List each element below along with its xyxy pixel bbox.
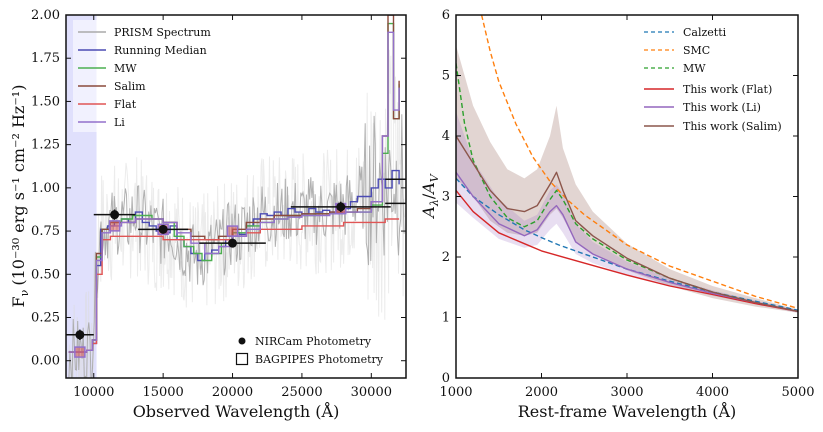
nircam-point-1 bbox=[110, 210, 120, 220]
photometry-legend: NIRCam Photometry BAGPIPES Photometry bbox=[235, 335, 384, 366]
right-ytick-label-0: 0 bbox=[442, 371, 450, 386]
left-legend-bg bbox=[73, 20, 223, 132]
legend-label-li-r: This work (Li) bbox=[683, 101, 761, 114]
left-xtick-label-3: 25000 bbox=[281, 385, 322, 400]
legend-label-salim: Salim bbox=[114, 80, 146, 93]
legend-marker-bagpipes bbox=[235, 352, 249, 366]
left-ytick-label-5: 1.25 bbox=[31, 138, 60, 153]
left-ytick-label-8: 2.00 bbox=[31, 8, 60, 23]
left-ytick-label-4: 1.00 bbox=[31, 181, 60, 196]
legend-label-mw: MW bbox=[114, 62, 137, 75]
legend-label-bagpipes: BAGPIPES Photometry bbox=[255, 353, 384, 366]
left-legend: PRISM Spectrum Running Median MW Salim F… bbox=[73, 20, 223, 132]
right-xtick-label-2: 3000 bbox=[610, 385, 643, 400]
left-ytick-label-1: 0.25 bbox=[31, 311, 60, 326]
right-xtick-label-3: 4000 bbox=[696, 385, 729, 400]
left-ylabel-sub: ν bbox=[18, 289, 31, 296]
left-ytick-label-0: 0.00 bbox=[31, 354, 60, 369]
legend-marker-nircam bbox=[238, 337, 246, 345]
right-ytick-label-3: 3 bbox=[442, 190, 450, 205]
legend-label-nircam: NIRCam Photometry bbox=[255, 335, 372, 348]
series-r-smc bbox=[480, 15, 798, 310]
left-xtick-label-1: 15000 bbox=[142, 385, 183, 400]
legend-label-prism: PRISM Spectrum bbox=[114, 26, 211, 39]
right-ytick-label-6: 6 bbox=[442, 8, 450, 23]
right-xlabel: Rest-frame Wavelength (Å) bbox=[518, 401, 737, 421]
right-ytick-label-1: 1 bbox=[442, 311, 450, 326]
nircam-point-4 bbox=[336, 202, 346, 212]
left-ylabel: Fν (10⁻³⁰ erg s⁻¹ cm⁻² Hz⁻¹) bbox=[9, 85, 31, 308]
legend-label-li: Li bbox=[114, 116, 125, 129]
right-ylabel-main2: A bbox=[419, 182, 438, 196]
left-ytick-label-2: 0.50 bbox=[31, 267, 60, 282]
series-r-this-work-li bbox=[456, 171, 798, 313]
series-r-this-work-flat bbox=[456, 189, 798, 313]
series-r-mw bbox=[456, 63, 798, 313]
legend-label-mw-r: MW bbox=[683, 62, 706, 75]
right-ylabel-sub2: V bbox=[428, 173, 441, 182]
left-xtick-label-0: 10000 bbox=[73, 385, 114, 400]
right-ytick-label-2: 2 bbox=[442, 250, 450, 265]
nircam-point-2 bbox=[158, 224, 168, 234]
band-this-work-li-band bbox=[456, 111, 798, 313]
legend-label-calzetti: Calzetti bbox=[683, 26, 727, 39]
right-panel: 1000 2000 3000 4000 5000 0 1 2 3 4 5 6 Calzetti SMC… bbox=[419, 8, 815, 421]
left-ytick-label-3: 0.75 bbox=[31, 224, 60, 239]
right-legend: Calzetti SMC MW This work (Flat) This wo… bbox=[644, 26, 782, 133]
legend-label-flat: Flat bbox=[114, 98, 137, 111]
left-xtick-label-2: 20000 bbox=[212, 385, 253, 400]
right-series-group bbox=[456, 15, 798, 313]
left-ticks: 10000 15000 20000 25000 30000 0.00 0.25 0.50 0.7… bbox=[31, 8, 406, 400]
right-xtick-label-4: 5000 bbox=[781, 385, 814, 400]
right-ylabel-sub: λ bbox=[428, 199, 441, 207]
nircam-point-3 bbox=[228, 238, 238, 248]
left-ytick-label-7: 1.75 bbox=[31, 51, 60, 66]
left-panel: 10000 15000 20000 25000 30000 0.00 0.25 0.50 0.7… bbox=[9, 8, 407, 421]
prism-spectrum-layer-0 bbox=[68, 49, 406, 378]
right-ylabel: Aλ/AV bbox=[419, 173, 441, 220]
right-ytick-label-4: 4 bbox=[442, 129, 450, 144]
legend-label-smc: SMC bbox=[683, 44, 710, 57]
left-ytick-label-6: 1.50 bbox=[31, 94, 60, 109]
right-xtick-label-1: 2000 bbox=[525, 385, 558, 400]
legend-label-salim-r: This work (Salim) bbox=[683, 120, 782, 133]
left-xlabel: Observed Wavelength (Å) bbox=[133, 401, 340, 421]
right-ytick-label-5: 5 bbox=[442, 69, 450, 84]
legend-label-median: Running Median bbox=[114, 44, 207, 57]
photometry-group bbox=[66, 178, 406, 358]
left-xtick-label-4: 30000 bbox=[351, 385, 392, 400]
right-ticks: 1000 2000 3000 4000 5000 0 1 2 3 4 5 6 bbox=[439, 8, 814, 400]
left-ylabel-main: F bbox=[9, 296, 28, 307]
legend-label-flat-r: This work (Flat) bbox=[683, 83, 772, 96]
prism-spectrum-layer-1 bbox=[68, 114, 405, 378]
right-ylabel-main: A bbox=[419, 206, 438, 220]
bagpipes-point-1 bbox=[108, 220, 121, 232]
nircam-point-0 bbox=[75, 330, 85, 340]
right-xtick-label-0: 1000 bbox=[439, 385, 472, 400]
bagpipes-point-3 bbox=[226, 225, 239, 237]
bagpipes-point-0 bbox=[74, 346, 86, 358]
prism-spectrum bbox=[68, 49, 406, 378]
right-ylabel-slash: / bbox=[419, 193, 438, 199]
left-axes-frame bbox=[65, 14, 407, 379]
series-r-this-work-salim bbox=[456, 135, 798, 313]
left-ylabel-units: (10⁻³⁰ erg s⁻¹ cm⁻² Hz⁻¹) bbox=[9, 85, 28, 286]
